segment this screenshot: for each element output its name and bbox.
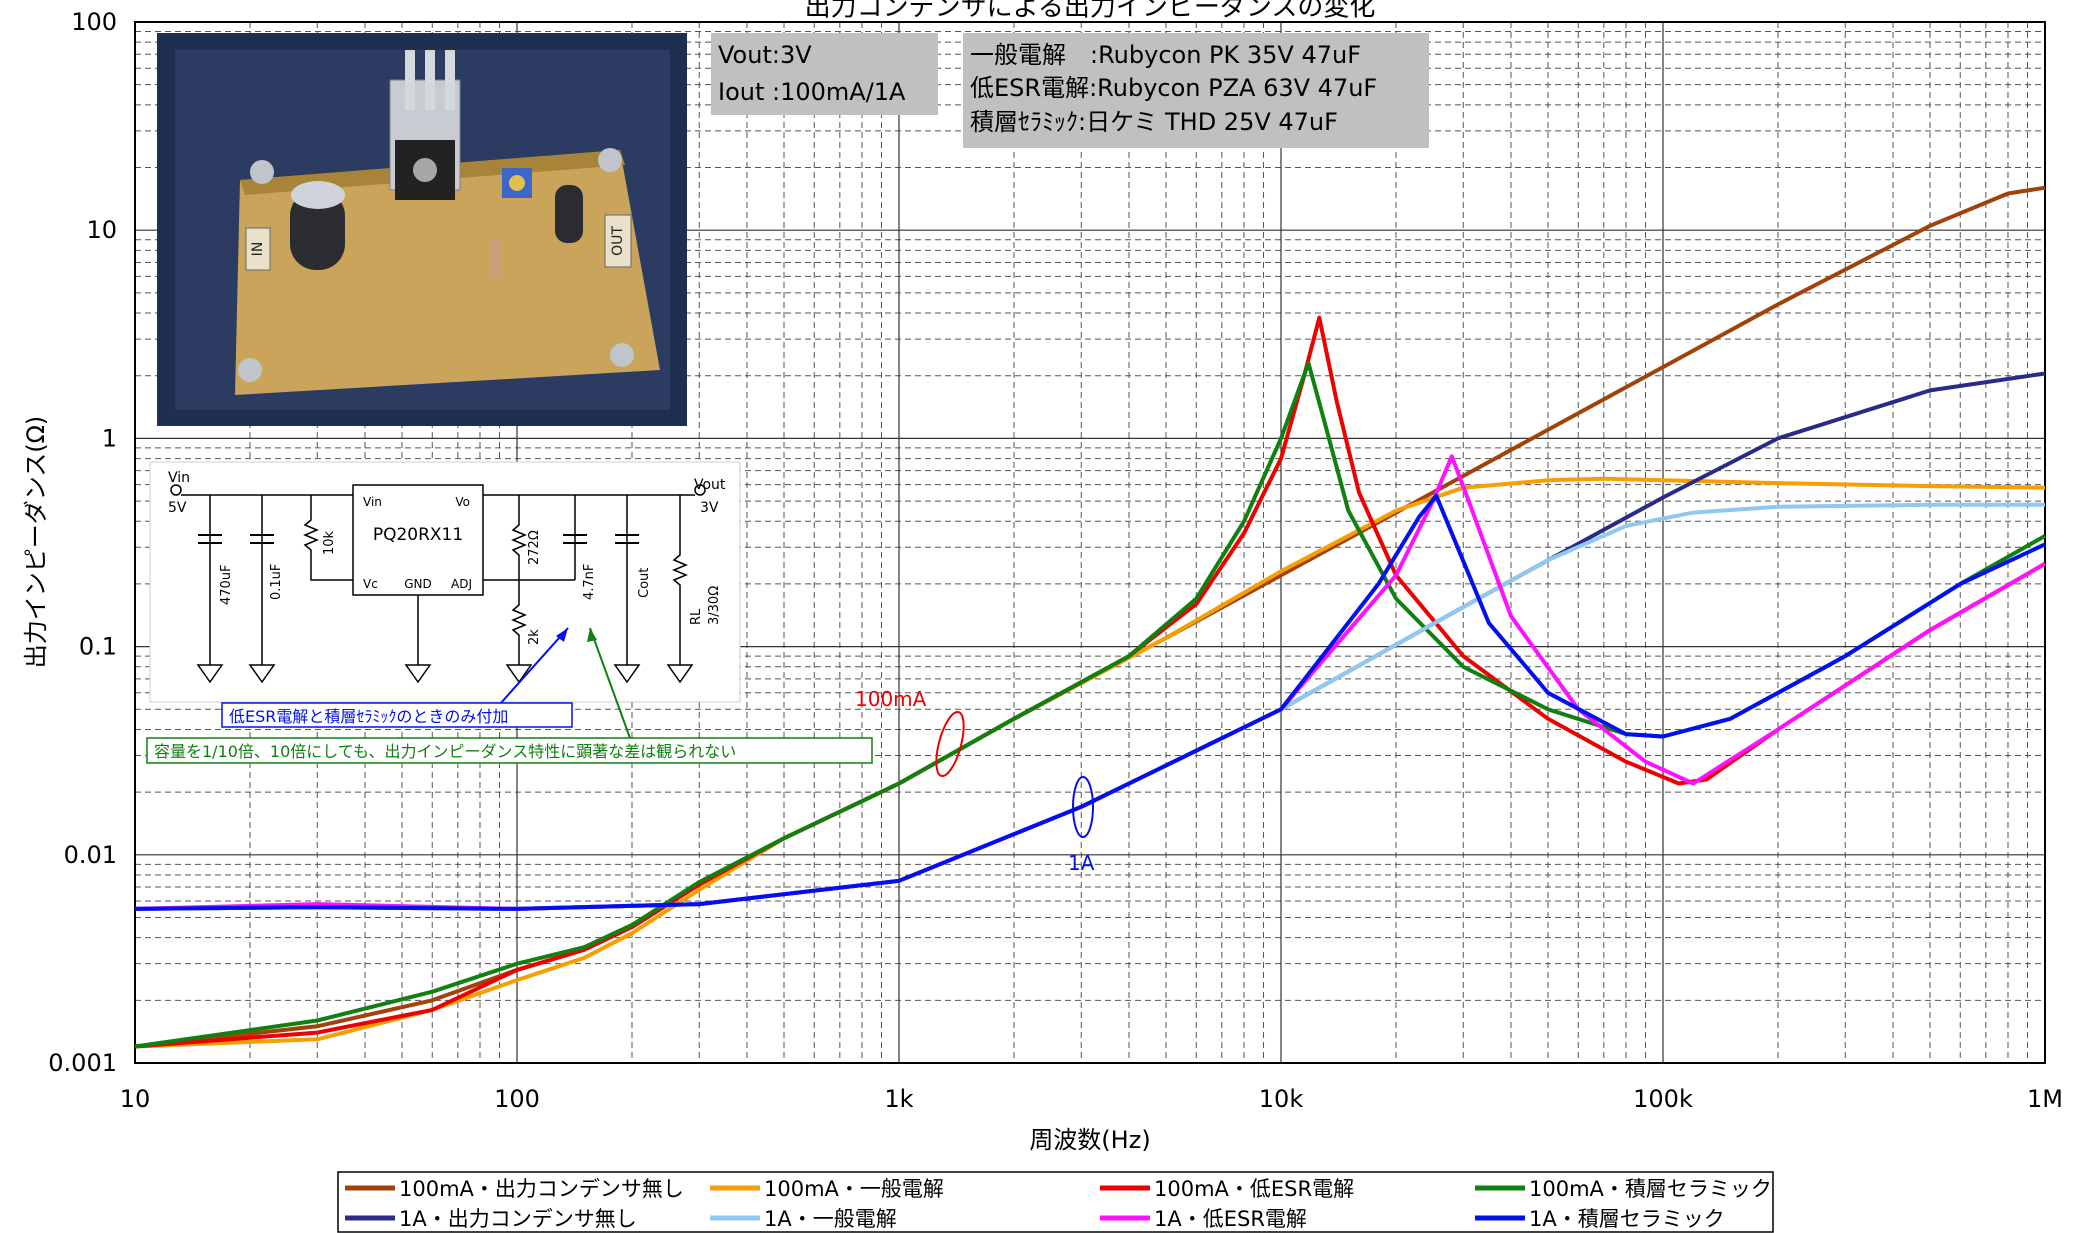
note-blue: 低ESR電解と積層ｾﾗﾐｯｸのときのみ付加 bbox=[221, 627, 573, 728]
y-tick-label: 0.1 bbox=[79, 633, 117, 661]
schematic-r3: 2k bbox=[527, 629, 542, 645]
note-blue-text: 低ESR電解と積層ｾﾗﾐｯｸのときのみ付加 bbox=[229, 707, 508, 726]
ic-pin-gnd: GND bbox=[404, 577, 432, 591]
y-tick-label: 0.001 bbox=[48, 1049, 117, 1077]
series-line-8 bbox=[134, 493, 2046, 911]
schematic-vout-v: 3V bbox=[700, 500, 719, 516]
ic-pin-vo: Vo bbox=[455, 495, 470, 509]
schematic-r2: 272Ω bbox=[527, 530, 542, 565]
schematic-rl: RL bbox=[689, 608, 704, 625]
legend-label: 1A・積層セラミック bbox=[1529, 1207, 1725, 1231]
note-green-text: 容量を1/10倍、10倍にしても、出力インピーダンス特性に顕著な差は観られない bbox=[154, 742, 736, 761]
photo-label-in: IN bbox=[250, 242, 266, 257]
ic-pin-vin: Vin bbox=[363, 495, 382, 509]
info-iout: Iout :100mA/1A bbox=[718, 78, 906, 106]
schematic: Vin 5V Vout 3V PQ20RX11 Vin Vo Vc GND AD… bbox=[149, 461, 741, 703]
schematic-rl-v: 3/30Ω bbox=[707, 586, 722, 625]
board-photo: IN OUT bbox=[157, 33, 687, 426]
schematic-c3: 4.7nF bbox=[582, 564, 597, 600]
annotation-1a: 1A bbox=[1068, 776, 1095, 875]
legend-label: 100mA・出力コンデンサ無し bbox=[399, 1177, 684, 1201]
note-green: 容量を1/10倍、10倍にしても、出力インピーダンス特性に顕著な差は観られない bbox=[146, 627, 873, 764]
series-line-2 bbox=[134, 476, 2046, 1049]
schematic-c1: 470uF bbox=[219, 564, 234, 605]
y-tick-label: 100 bbox=[71, 8, 117, 36]
legend-label: 100mA・一般電解 bbox=[764, 1177, 944, 1201]
ic-pin-adj: ADJ bbox=[451, 577, 472, 591]
legend: 100mA・出力コンデンサ無し 100mA・一般電解 100mA・低ESR電解 100… bbox=[337, 1171, 1774, 1233]
info-cap-ceramic: 積層ｾﾗﾐｯｸ:日ケミ THD 25V 47uF bbox=[970, 108, 1338, 136]
ic-name: PQ20RX11 bbox=[373, 525, 463, 545]
info-cap-general: 一般電解 :Rubycon PK 35V 47uF bbox=[970, 41, 1361, 69]
legend-label: 100mA・低ESR電解 bbox=[1154, 1177, 1354, 1201]
annotation-100ma: 100mA bbox=[855, 687, 965, 778]
y-tick-label: 10 bbox=[86, 216, 117, 244]
legend-label: 1A・一般電解 bbox=[764, 1207, 897, 1231]
schematic-vin: Vin bbox=[168, 470, 190, 486]
schematic-vout: Vout bbox=[694, 477, 726, 493]
legend-label: 1A・出力コンデンサ無し bbox=[399, 1207, 637, 1231]
label-1a: 1A bbox=[1068, 851, 1095, 875]
schematic-vin-v: 5V bbox=[168, 500, 187, 516]
y-tick-labels: 0.001 0.01 0.1 1 10 100 bbox=[48, 8, 117, 1077]
x-tick-label: 1M bbox=[2027, 1085, 2063, 1113]
y-axis-label: 出力インピーダンス(Ω) bbox=[22, 416, 50, 669]
x-tick-label: 10k bbox=[1259, 1085, 1304, 1113]
chart-title: 出力コンデンサによる出力インピーダンスの変化 bbox=[805, 0, 1376, 23]
ic-pin-vc: Vc bbox=[363, 577, 378, 591]
y-tick-label: 1 bbox=[102, 424, 117, 452]
info-vout: Vout:3V bbox=[718, 41, 812, 69]
photo-label-out: OUT bbox=[610, 226, 626, 256]
label-100ma: 100mA bbox=[855, 687, 927, 711]
info-cap-lowesr: 低ESR電解:Rubycon PZA 63V 47uF bbox=[970, 74, 1377, 102]
series-layer bbox=[134, 185, 2047, 1049]
x-tick-labels: 10 100 1k 10k 100k 1M bbox=[120, 1085, 2063, 1113]
plot-area-border bbox=[134, 21, 2046, 1064]
info-box-vout: Vout:3V Iout :100mA/1A bbox=[711, 33, 938, 115]
info-box-capacitors: 一般電解 :Rubycon PK 35V 47uF 低ESR電解:Rubycon… bbox=[963, 33, 1429, 148]
schematic-r1: 10k bbox=[322, 530, 337, 555]
x-axis-label: 周波数(Hz) bbox=[1029, 1126, 1150, 1154]
series-line-3 bbox=[134, 315, 2047, 1049]
y-tick-label: 0.01 bbox=[64, 841, 117, 869]
x-tick-label: 10 bbox=[120, 1085, 151, 1113]
schematic-c2: 0.1uF bbox=[269, 564, 284, 600]
legend-label: 100mA・積層セラミック bbox=[1529, 1177, 1772, 1201]
x-tick-label: 100 bbox=[494, 1085, 540, 1113]
legend-label: 1A・低ESR電解 bbox=[1154, 1207, 1307, 1231]
x-tick-label: 1k bbox=[884, 1085, 913, 1113]
schematic-cout: Cout bbox=[637, 568, 652, 598]
x-tick-label: 100k bbox=[1633, 1085, 1693, 1113]
